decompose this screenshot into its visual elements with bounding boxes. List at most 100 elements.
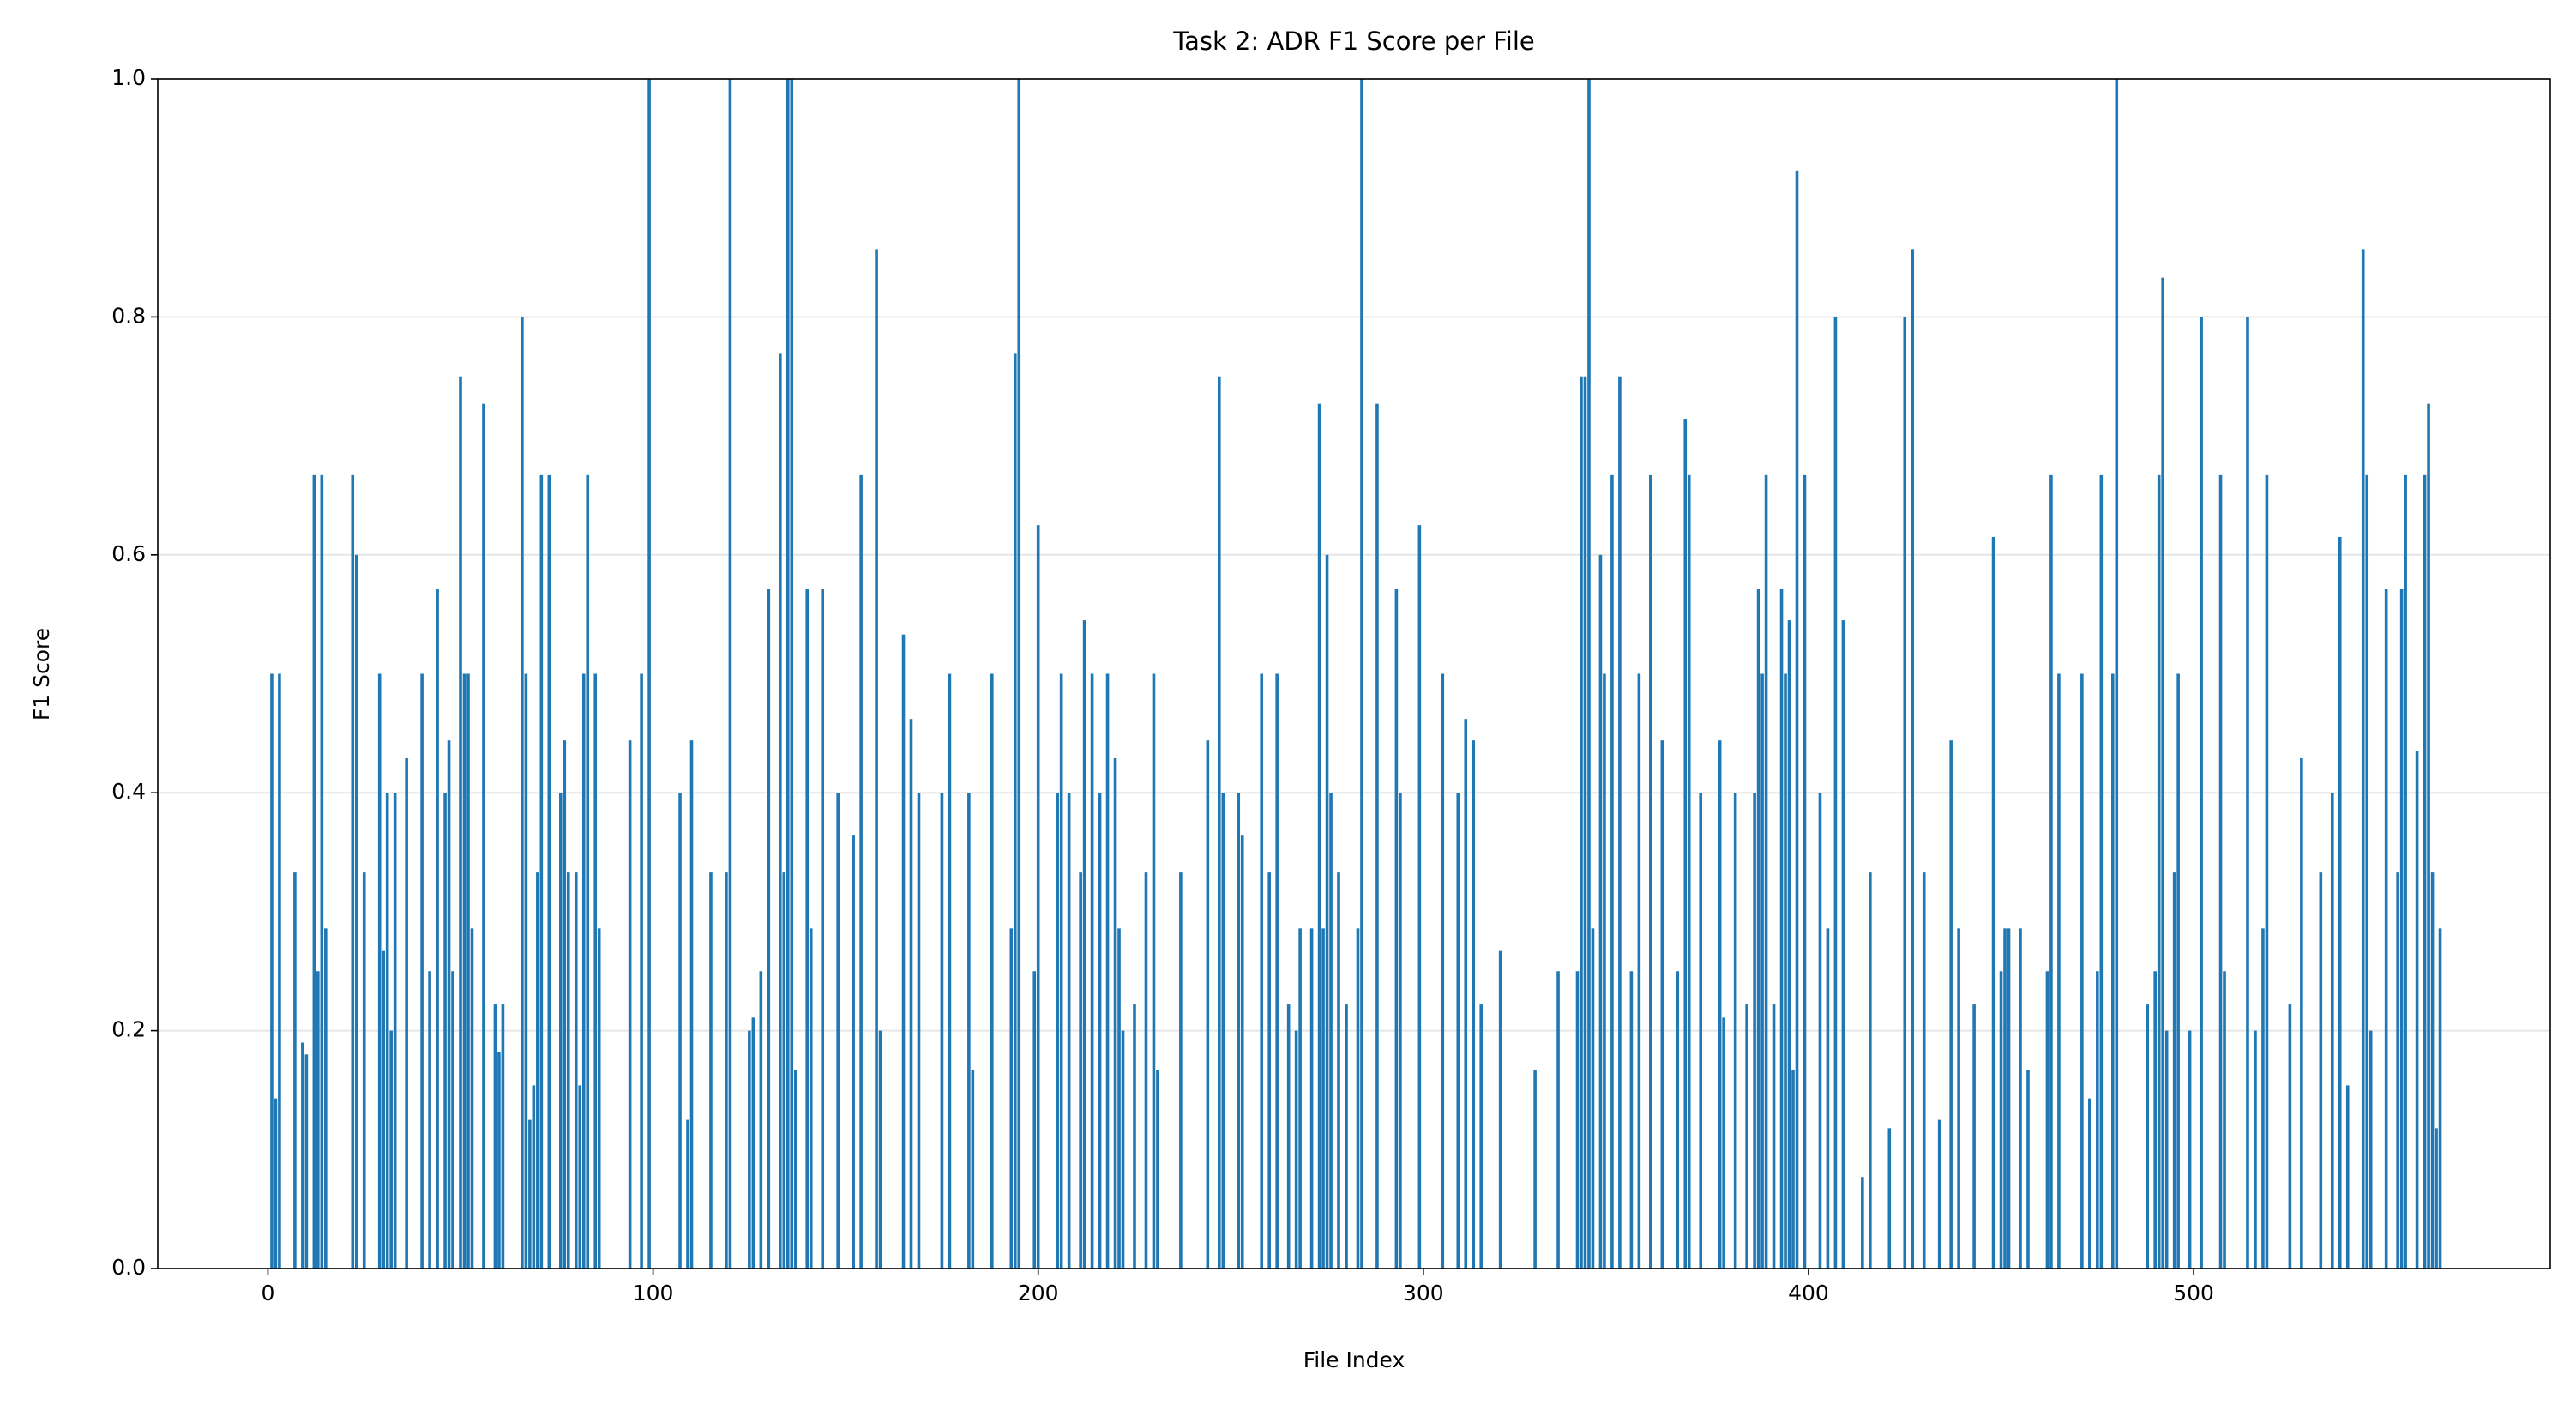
- bar: [1949, 740, 1953, 1269]
- bar: [1887, 1128, 1892, 1269]
- bar: [782, 872, 786, 1269]
- bar: [1575, 971, 1580, 1269]
- bar: [2365, 474, 2369, 1269]
- bar: [1309, 928, 1314, 1269]
- bar: [678, 793, 682, 1269]
- bar: [1009, 928, 1014, 1269]
- bar: [1795, 170, 1799, 1269]
- bar: [462, 673, 466, 1269]
- bar: [2099, 474, 2104, 1269]
- bar: [640, 673, 643, 1269]
- bar: [1298, 928, 1302, 1269]
- bar: [728, 79, 732, 1269]
- bar: [2435, 1128, 2438, 1269]
- bar: [1345, 1004, 1348, 1269]
- bar: [2218, 474, 2223, 1269]
- bar: [2430, 872, 2435, 1269]
- bar: [2003, 928, 2007, 1269]
- bar: [1133, 1004, 1136, 1269]
- bar: [2049, 474, 2053, 1269]
- bar: [2176, 673, 2180, 1269]
- bar: [1032, 971, 1037, 1269]
- bar: [2399, 589, 2404, 1269]
- bar: [1629, 971, 1634, 1269]
- bar: [1610, 474, 1614, 1269]
- bar: [1329, 793, 1333, 1269]
- bar: [316, 971, 320, 1269]
- bar: [1818, 793, 1822, 1269]
- bar: [1218, 376, 1221, 1269]
- bar: [751, 1017, 755, 1269]
- bar: [1580, 376, 1583, 1269]
- y-tick-label: 0.2: [111, 1017, 146, 1042]
- bar: [1911, 249, 1915, 1269]
- bar: [1464, 719, 1468, 1269]
- bar: [1090, 673, 1094, 1269]
- bar: [2384, 589, 2388, 1269]
- bar: [2157, 474, 2161, 1269]
- bar: [1036, 525, 1040, 1269]
- bar: [443, 793, 447, 1269]
- bar: [1699, 793, 1703, 1269]
- bar: [382, 950, 385, 1269]
- bar: [1683, 419, 1688, 1269]
- bar: [2161, 277, 2164, 1269]
- bar: [2026, 1070, 2030, 1269]
- y-tick-label: 1.0: [111, 65, 146, 90]
- bar: [2368, 1030, 2373, 1269]
- bar: [1082, 620, 1086, 1269]
- bar: [1745, 1004, 1748, 1269]
- bar: [2019, 928, 2022, 1269]
- bar: [2300, 757, 2303, 1269]
- bar: [1779, 589, 1784, 1269]
- bar: [1784, 673, 1787, 1269]
- bar: [778, 353, 782, 1269]
- bar: [1456, 793, 1460, 1269]
- bar: [1105, 673, 1110, 1269]
- bar: [805, 589, 810, 1269]
- bar: [1637, 673, 1641, 1269]
- bar: [393, 793, 397, 1269]
- bar: [821, 589, 824, 1269]
- bar: [466, 673, 470, 1269]
- bar: [767, 589, 771, 1269]
- plot-frame: [157, 78, 2551, 1269]
- bar: [1144, 872, 1148, 1269]
- y-tick-label: 0.8: [111, 303, 146, 328]
- bar: [1321, 928, 1325, 1269]
- bar: [2153, 971, 2157, 1269]
- bar: [1660, 740, 1664, 1269]
- bar: [1294, 1030, 1298, 1269]
- bar: [558, 793, 563, 1269]
- bar: [809, 928, 813, 1269]
- bar: [354, 554, 358, 1269]
- y-tick-label: 0.4: [111, 779, 146, 804]
- bar: [689, 740, 694, 1269]
- bar: [1399, 793, 1402, 1269]
- bar: [1240, 835, 1244, 1269]
- bar: [377, 673, 382, 1269]
- bar: [1260, 673, 1264, 1269]
- bar: [578, 1085, 582, 1269]
- bar: [1056, 793, 1059, 1269]
- bar: [278, 673, 281, 1269]
- bar: [2088, 1098, 2091, 1269]
- bar: [1533, 1070, 1537, 1269]
- bar: [2045, 971, 2049, 1269]
- bar: [1356, 928, 1360, 1269]
- bar: [2319, 872, 2323, 1269]
- bar: [852, 835, 855, 1269]
- bar: [790, 79, 794, 1269]
- bar: [1861, 1177, 1864, 1269]
- bar: [447, 740, 451, 1269]
- bar: [1803, 474, 1807, 1269]
- bar: [1722, 1017, 1725, 1269]
- x-tick-label: 500: [2173, 1281, 2214, 1306]
- bar: [1098, 793, 1102, 1269]
- x-tick-label: 0: [261, 1281, 274, 1306]
- bar: [878, 1030, 882, 1269]
- bar: [940, 793, 944, 1269]
- bar: [362, 872, 366, 1269]
